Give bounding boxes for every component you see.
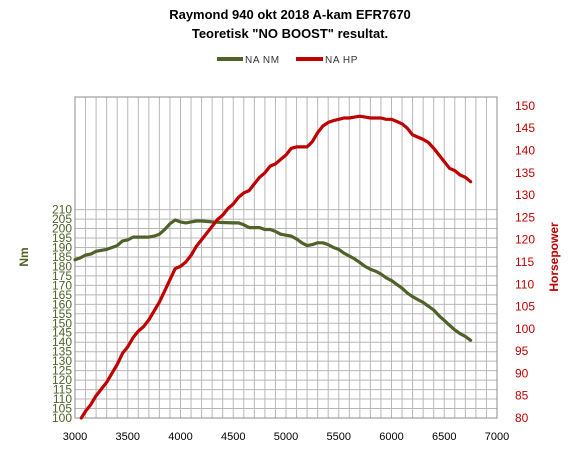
y2-tick-label: 85 xyxy=(515,389,529,403)
y-tick-label: 100 xyxy=(52,411,72,425)
axis-ticks: 1001051101151201251301351401451501551601… xyxy=(52,99,535,443)
y-tick-label: 185 xyxy=(52,250,72,264)
x-tick-label: 3000 xyxy=(63,431,87,443)
x-tick-label: 5500 xyxy=(327,431,351,443)
y-axis-title: Nm xyxy=(17,247,31,266)
y2-tick-label: 95 xyxy=(515,344,529,358)
y-tick-label: 125 xyxy=(52,364,72,378)
y2-tick-label: 120 xyxy=(515,233,535,247)
chart-title: Raymond 940 okt 2018 A-kam EFR7670 xyxy=(169,7,411,22)
series-lines xyxy=(73,114,473,420)
x-tick-label: 7000 xyxy=(485,431,509,443)
y-tick-label: 195 xyxy=(52,231,72,245)
y-tick-label: 160 xyxy=(52,297,72,311)
y-tick-label: 130 xyxy=(52,354,72,368)
y-tick-label: 200 xyxy=(52,222,72,236)
plot-frame xyxy=(74,96,498,419)
y-tick-label: 175 xyxy=(52,269,72,283)
y2-tick-label: 110 xyxy=(515,277,534,291)
y2-tick-label: 90 xyxy=(515,366,529,380)
y2-tick-label: 130 xyxy=(515,188,535,202)
y-tick-label: 145 xyxy=(52,326,72,340)
y-tick-label: 180 xyxy=(52,259,72,273)
y-tick-label: 205 xyxy=(52,212,72,226)
legend-label-na-nm: NA NM xyxy=(245,55,280,66)
y-tick-label: 150 xyxy=(52,316,72,330)
legend: NA NM NA HP xyxy=(217,55,358,66)
y-tick-label: 155 xyxy=(52,307,72,321)
x-tick-label: 5000 xyxy=(274,431,298,443)
x-tick-label: 6500 xyxy=(432,431,456,443)
grid xyxy=(74,96,498,419)
y2-tick-label: 150 xyxy=(515,99,535,113)
y-tick-label: 105 xyxy=(52,402,72,416)
y-tick-label: 115 xyxy=(53,383,72,397)
y2-tick-label: 140 xyxy=(515,144,535,158)
legend-label-na-hp: NA HP xyxy=(325,55,358,66)
y2-tick-label: 80 xyxy=(515,411,529,425)
y2-tick-label: 115 xyxy=(515,255,534,269)
x-tick-label: 6000 xyxy=(379,431,403,443)
y2-axis-title: Horsepower xyxy=(547,222,561,292)
y-tick-label: 210 xyxy=(52,203,72,217)
y-tick-label: 165 xyxy=(52,288,72,302)
y-tick-label: 190 xyxy=(52,240,72,254)
series-line-na-hp xyxy=(79,114,473,420)
x-tick-label: 4000 xyxy=(168,431,192,443)
x-tick-label: 4500 xyxy=(221,431,245,443)
y-tick-label: 110 xyxy=(53,392,72,406)
x-tick-label: 3500 xyxy=(116,431,140,443)
y2-tick-label: 125 xyxy=(515,210,535,224)
y2-tick-label: 100 xyxy=(515,322,535,336)
y2-tick-label: 105 xyxy=(515,300,535,314)
series-line-na-nm xyxy=(73,218,473,342)
y-tick-label: 135 xyxy=(52,345,72,359)
y-tick-label: 170 xyxy=(52,278,72,292)
y2-tick-label: 135 xyxy=(515,166,535,180)
y-tick-label: 120 xyxy=(52,373,72,387)
chart-subtitle: Teoretisk "NO BOOST" resultat. xyxy=(192,26,388,41)
y-tick-label: 140 xyxy=(52,335,72,349)
y2-tick-label: 145 xyxy=(515,121,535,135)
